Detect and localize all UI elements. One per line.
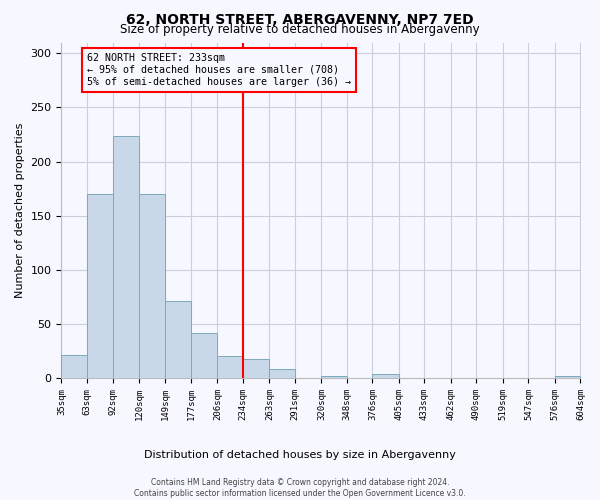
Bar: [139, 194, 166, 378]
Bar: [113, 136, 139, 378]
Bar: [555, 376, 580, 378]
Bar: [217, 356, 243, 378]
Bar: [191, 332, 217, 378]
Bar: [373, 374, 399, 378]
Text: 62 NORTH STREET: 233sqm
← 95% of detached houses are smaller (708)
5% of semi-de: 62 NORTH STREET: 233sqm ← 95% of detache…: [87, 54, 351, 86]
Y-axis label: Number of detached properties: Number of detached properties: [15, 122, 25, 298]
Text: 62, NORTH STREET, ABERGAVENNY, NP7 7ED: 62, NORTH STREET, ABERGAVENNY, NP7 7ED: [126, 12, 474, 26]
Text: Size of property relative to detached houses in Abergavenny: Size of property relative to detached ho…: [120, 22, 480, 36]
Bar: [243, 358, 269, 378]
Text: Contains HM Land Registry data © Crown copyright and database right 2024.
Contai: Contains HM Land Registry data © Crown c…: [134, 478, 466, 498]
Bar: [61, 356, 87, 378]
Bar: [322, 376, 347, 378]
Text: Distribution of detached houses by size in Abergavenny: Distribution of detached houses by size …: [144, 450, 456, 460]
Bar: [269, 370, 295, 378]
Bar: [166, 301, 191, 378]
Bar: [87, 194, 113, 378]
